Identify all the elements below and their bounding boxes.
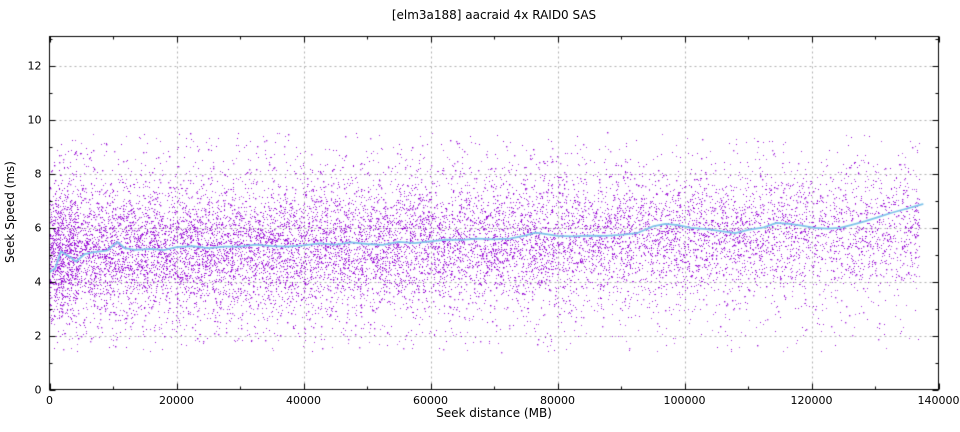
x-tick-label: 100000 <box>663 394 706 407</box>
x-tick-label: 20000 <box>159 394 194 407</box>
y-tick-label: 4 <box>34 275 42 289</box>
chart-title: [elm3a188] aacraid 4x RAID0 SAS <box>391 8 597 22</box>
y-axis-label: Seek Speed (ms) <box>3 161 17 263</box>
x-tick-label: 0 <box>46 394 53 407</box>
x-tick-label: 140000 <box>917 394 960 407</box>
y-tick-label: 10 <box>27 113 42 127</box>
y-tick-label: 0 <box>34 383 42 396</box>
x-tick-label: 40000 <box>286 394 321 407</box>
x-tick-label: 120000 <box>790 394 833 407</box>
y-tick-label: 6 <box>34 221 42 235</box>
x-tick-label: 80000 <box>540 394 575 407</box>
x-axis-label: Seek distance (MB) <box>436 406 552 420</box>
y-tick-label: 2 <box>34 329 42 343</box>
y-tick-label: 8 <box>34 167 42 181</box>
y-tick-label: 12 <box>27 59 42 73</box>
x-tick-label: 60000 <box>413 394 448 407</box>
